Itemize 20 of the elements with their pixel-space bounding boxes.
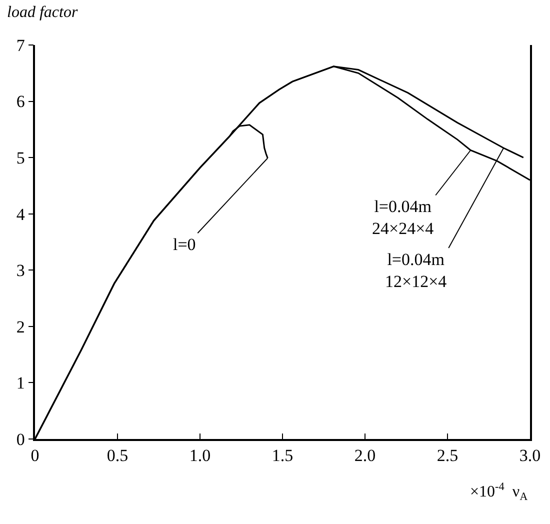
y-tick-label: 4 [16, 204, 26, 224]
y-tick-label: 3 [16, 261, 25, 280]
x-tick-label: 2.0 [354, 446, 376, 466]
x-tick-label: 0.5 [106, 446, 128, 466]
y-tick-label: 1 [16, 374, 25, 393]
x-tick-label: 3.0 [519, 446, 541, 466]
y-tick-label: 2 [16, 317, 25, 336]
x-tick-label: 1.5 [272, 446, 294, 466]
annotation: l=0.04m 24×24×4 [372, 197, 434, 238]
y-axis-title: load factor [7, 4, 78, 21]
annotation: l=0 [173, 235, 196, 254]
x-axis-title: ×10$^{-4}$ ν$_{A}$ [470, 481, 528, 504]
x-tick-label: 1.0 [189, 446, 211, 466]
y-tick-label: 5 [16, 148, 25, 168]
y-tick-label: 7 [16, 36, 26, 55]
y-tick-label: 6 [16, 92, 25, 112]
x-tick-label: 2.5 [436, 446, 458, 466]
y-tick-label: 0 [16, 430, 25, 449]
x-tick-label: 0 [30, 446, 40, 466]
annotation: l=0.04m 12×12×4 [385, 250, 448, 292]
